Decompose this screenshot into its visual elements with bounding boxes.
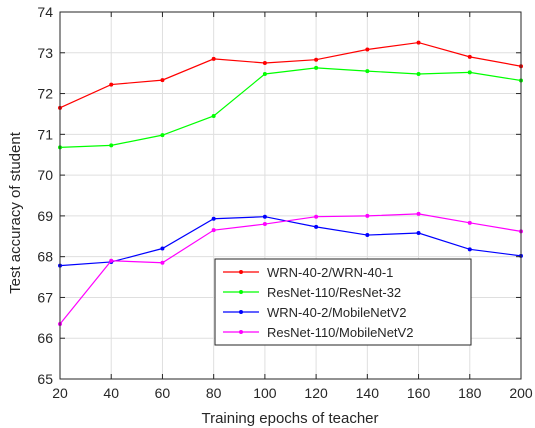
data-point-3-3	[211, 228, 216, 233]
data-point-1-4	[262, 71, 267, 76]
data-point-2-6	[365, 233, 370, 238]
data-point-2-5	[314, 224, 319, 229]
y-tick-label-6: 71	[37, 126, 53, 142]
data-point-0-1	[109, 82, 114, 87]
y-tick-label-7: 72	[37, 86, 53, 102]
legend-item-2: WRN-40-2/MobileNetV2	[223, 305, 406, 320]
series-line-2	[59, 216, 522, 267]
series-0	[58, 40, 523, 110]
y-tick-label-8: 73	[37, 45, 53, 61]
x-tick-label-6: 140	[356, 385, 380, 401]
data-point-2-7	[416, 231, 421, 236]
legend-swatch-marker-3	[239, 330, 243, 334]
legend: WRN-40-2/WRN-40-1 ResNet-110/ResNet-32 WRN…	[214, 258, 472, 346]
data-point-3-4	[262, 222, 267, 227]
series-line-3	[59, 213, 522, 325]
data-point-0-8	[467, 54, 472, 59]
series-line-0	[59, 41, 522, 109]
y-tick-label-0: 65	[37, 371, 53, 387]
data-point-1-8	[467, 70, 472, 75]
x-tick-label-3: 80	[206, 385, 222, 401]
x-tick-label-9: 200	[509, 385, 533, 401]
data-point-2-3	[211, 216, 216, 221]
legend-item-0: WRN-40-2/WRN-40-1	[223, 265, 393, 280]
x-tick-label-2: 60	[155, 385, 171, 401]
data-point-1-3	[211, 113, 216, 118]
y-tick-label-4: 69	[37, 208, 53, 224]
legend-label-1: ResNet-110/ResNet-32	[267, 285, 401, 300]
x-tick-label-4: 100	[253, 385, 277, 401]
data-point-1-2	[160, 133, 165, 138]
legend-swatch-marker-1	[239, 290, 243, 294]
data-point-1-6	[365, 69, 370, 74]
x-tick-label-7: 160	[407, 385, 431, 401]
data-point-3-7	[416, 211, 421, 216]
x-tick-label-1: 40	[103, 385, 119, 401]
y-tick-label-1: 66	[37, 330, 53, 346]
data-point-2-2	[160, 246, 165, 251]
y-tick-label-9: 74	[37, 4, 53, 20]
data-point-3-6	[365, 213, 370, 218]
data-point-2-8	[467, 247, 472, 252]
legend-item-3: ResNet-110/MobileNetV2	[223, 325, 413, 340]
legend-label-2: WRN-40-2/MobileNetV2	[267, 305, 406, 320]
legend-label-0: WRN-40-2/WRN-40-1	[267, 265, 393, 280]
data-point-3-1	[109, 258, 114, 263]
x-tick-label-5: 120	[304, 385, 328, 401]
data-point-0-6	[365, 47, 370, 52]
legend-swatch-marker-0	[239, 270, 243, 274]
x-tick-label-0: 20	[52, 385, 68, 401]
data-point-1-7	[416, 71, 421, 76]
data-point-3-8	[467, 220, 472, 225]
y-tick-label-5: 70	[37, 167, 53, 183]
legend-label-3: ResNet-110/MobileNetV2	[267, 325, 413, 340]
x-axis-label: Training epochs of teacher	[201, 410, 378, 427]
data-point-2-4	[262, 214, 267, 219]
data-point-0-4	[262, 60, 267, 65]
x-tick-label-8: 180	[458, 385, 482, 401]
legend-swatch-marker-2	[239, 310, 243, 314]
plot-frame	[59, 11, 522, 380]
y-tick-label-2: 67	[37, 289, 53, 305]
legend-item-1: ResNet-110/ResNet-32	[223, 285, 401, 300]
data-point-0-2	[160, 78, 165, 83]
legend-box	[214, 258, 472, 346]
series-lines	[58, 40, 523, 326]
data-point-1-5	[314, 65, 319, 70]
y-axis-label: Test accuracy of student	[7, 131, 24, 294]
y-tick-label-3: 68	[37, 249, 53, 265]
data-point-1-1	[109, 143, 114, 148]
series-line-1	[59, 67, 522, 148]
data-point-3-2	[160, 260, 165, 265]
axes: 20 40 60 80 100 120 140 160 180 200 65 66 67 68 69 70 71…	[37, 4, 532, 401]
data-point-0-3	[211, 56, 216, 61]
data-point-0-5	[314, 57, 319, 62]
series-3	[58, 211, 523, 326]
data-point-3-5	[314, 214, 319, 219]
data-point-0-7	[416, 40, 421, 45]
